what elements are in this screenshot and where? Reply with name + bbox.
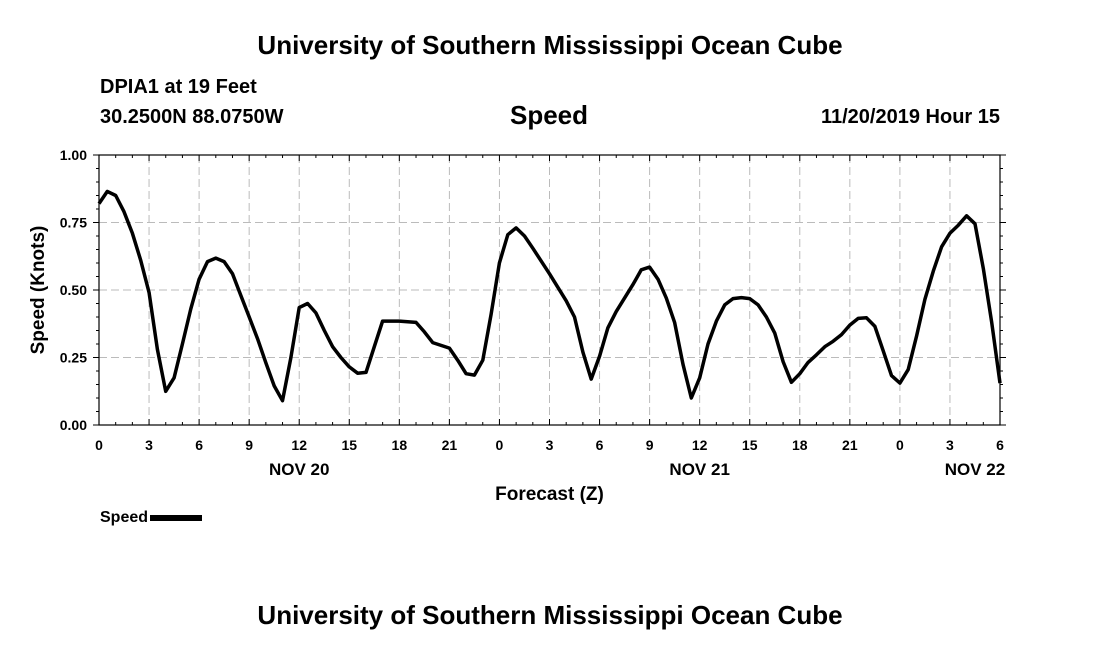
y-tick-labels: 0.00 0.25 0.50 0.75 1.00 (60, 147, 87, 433)
y-axis-label: Speed (Knots) (28, 226, 49, 355)
page-title: University of Southern Mississippi Ocean… (257, 30, 843, 60)
x-tick-label: 0 (95, 437, 103, 453)
x-tick-label: 0 (896, 437, 904, 453)
x-tick-label: 6 (996, 437, 1004, 453)
x-tick-label: 3 (145, 437, 153, 453)
station-name: DPIA1 at 19 Feet (100, 76, 257, 98)
date-labels: NOV 20 NOV 21 NOV 22 (269, 460, 1005, 479)
plot-frame (98, 154, 1001, 426)
x-tick-label: 21 (842, 437, 858, 453)
date-label: NOV 20 (269, 460, 329, 479)
date-label: NOV 22 (945, 460, 1005, 479)
speed-chart: 0 3 6 9 12 15 18 21 0 3 6 9 12 15 18 21 0 3 6 0.00 0.25 0.50… (28, 147, 1006, 505)
y-tick-label: 0.00 (60, 417, 87, 433)
footer-title: University of Southern Mississippi Ocean… (257, 600, 843, 630)
forecast-timestamp: 11/20/2019 Hour 15 (820, 106, 1000, 128)
grid-lines (99, 155, 1000, 425)
x-tick-label: 18 (792, 437, 808, 453)
y-tick-label: 0.50 (60, 282, 87, 298)
x-tick-label: 21 (442, 437, 458, 453)
x-tick-label: 6 (195, 437, 203, 453)
legend-label: Speed (100, 509, 149, 526)
date-label: NOV 21 (669, 460, 729, 479)
x-tick-label: 9 (646, 437, 654, 453)
x-tick-labels: 0 3 6 9 12 15 18 21 0 3 6 9 12 15 18 21 0 3 6 (95, 437, 1004, 453)
x-tick-label: 9 (245, 437, 253, 453)
x-tick-label: 12 (291, 437, 307, 453)
x-tick-label: 15 (341, 437, 357, 453)
speed-series-line (97, 189, 1002, 403)
x-tick-label: 12 (692, 437, 708, 453)
legend-swatch (150, 514, 203, 521)
chart-title: Speed (509, 100, 589, 130)
x-tick-label: 6 (596, 437, 604, 453)
x-tick-label: 18 (392, 437, 408, 453)
x-tick-label: 0 (496, 437, 504, 453)
station-location: 30.2500N 88.0750W (100, 106, 284, 128)
y-tick-label: 1.00 (60, 147, 87, 163)
x-axis-label: Forecast (Z) (495, 484, 604, 505)
y-tick-label: 0.25 (60, 350, 87, 366)
x-tick-label: 3 (546, 437, 554, 453)
x-tick-label: 15 (742, 437, 758, 453)
x-tick-label: 3 (946, 437, 954, 453)
y-tick-label: 0.75 (60, 215, 87, 231)
legend: Speed (100, 509, 203, 527)
